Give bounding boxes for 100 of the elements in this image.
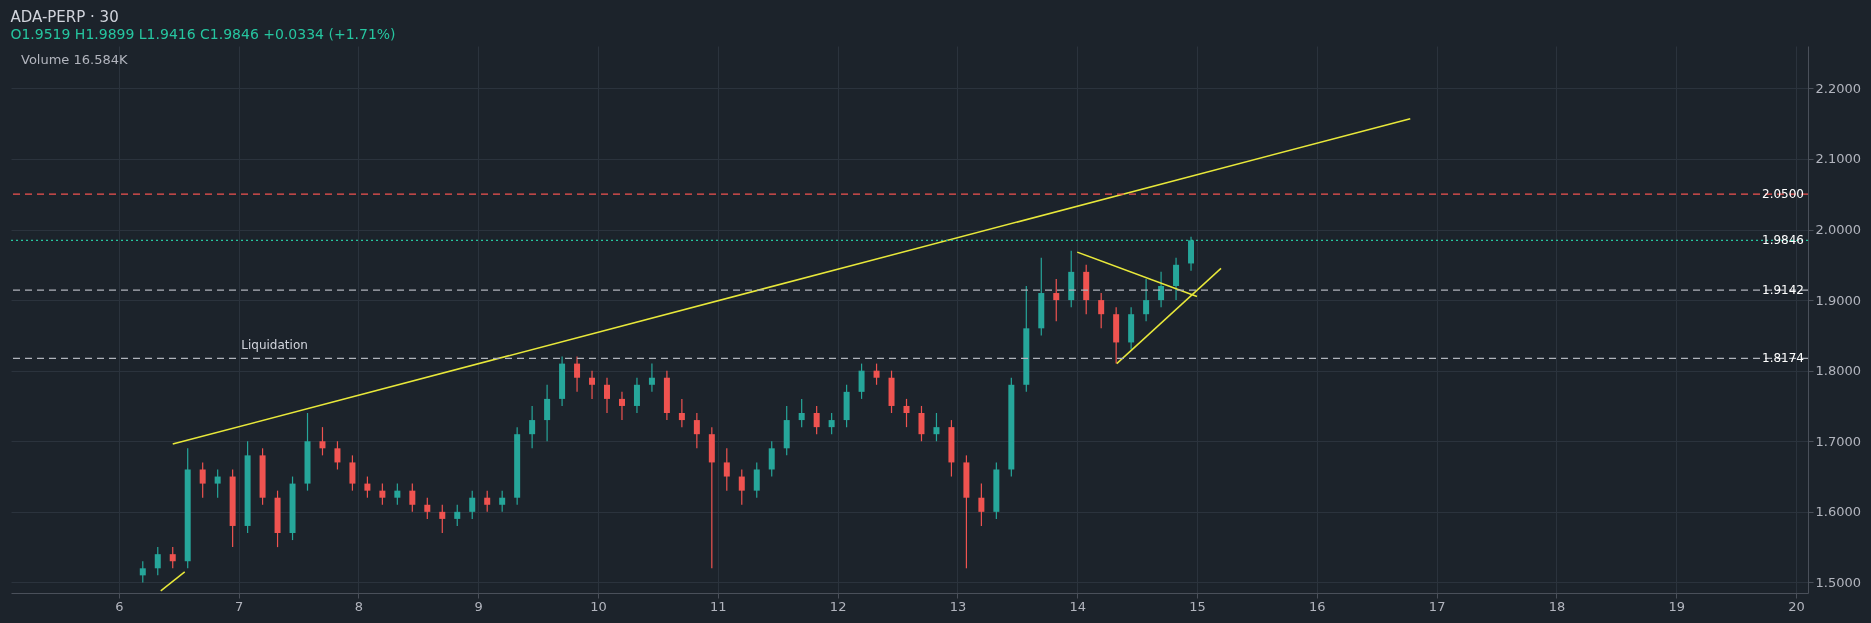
- candlestick: [618, 391, 625, 421]
- chart-title: ADA-PERP · 30: [10, 8, 119, 26]
- candlestick: [169, 546, 176, 569]
- y-tick-label: 1.5000: [1815, 574, 1861, 590]
- candlestick: [469, 490, 476, 520]
- candlestick: [1083, 264, 1090, 315]
- annotation: Liquidation: [241, 338, 308, 353]
- candlestick: [873, 363, 880, 386]
- x-tick-label: 11: [710, 598, 727, 614]
- candlestick: [364, 475, 371, 499]
- candlestick: [1008, 377, 1015, 478]
- candlestick: [1023, 285, 1030, 393]
- x-tick-label: 10: [590, 598, 607, 614]
- candlestick: [589, 370, 596, 400]
- candlestick: [304, 412, 311, 492]
- candlestick: [514, 426, 521, 506]
- candlestick: [783, 405, 790, 456]
- candlestick: [978, 483, 985, 527]
- candlestick: [559, 355, 566, 407]
- x-tick-label: 14: [1069, 598, 1086, 614]
- candlestick: [484, 490, 491, 513]
- x-tick-label: 20: [1788, 598, 1805, 614]
- y-tick-label: 2.2000: [1815, 80, 1861, 96]
- candlestick: [1113, 306, 1120, 365]
- candlestick: [199, 461, 206, 499]
- x-tick-label: 17: [1428, 598, 1446, 614]
- candlestick: [813, 405, 820, 435]
- x-tick-label: 6: [115, 598, 124, 614]
- x-tick-label: 7: [234, 598, 244, 614]
- candlestick: [289, 475, 296, 541]
- candlestick: [409, 483, 416, 513]
- candlestick: [918, 405, 925, 442]
- candlestick: [454, 504, 461, 527]
- candlestick: [753, 461, 760, 499]
- x-tick-label: 12: [829, 598, 847, 614]
- y-tick-label: 2.0000: [1815, 222, 1861, 238]
- candlestick: [678, 398, 685, 428]
- candlestick: [648, 363, 655, 393]
- candlestick: [319, 426, 326, 456]
- candlestick: [843, 384, 850, 428]
- candlestick: [1068, 250, 1075, 308]
- candlestick: [768, 440, 775, 478]
- candlestick: [1038, 257, 1045, 336]
- candlestick: [544, 384, 551, 442]
- candlestick: [1173, 257, 1180, 301]
- x-tick-label: 18: [1548, 598, 1566, 614]
- candlestick: [903, 398, 910, 428]
- candlestick: [633, 377, 640, 414]
- ref-line-label: 1.9846: [1762, 233, 1804, 248]
- y-tick-label: 1.9000: [1815, 292, 1861, 308]
- chart-subtitle: O1.9519 H1.9899 L1.9416 C1.9846 +0.0334 (+1.71%): [10, 26, 396, 42]
- candlestick: [1158, 271, 1165, 308]
- candlestick: [424, 497, 431, 520]
- y-tick-label: 1.6000: [1815, 504, 1861, 520]
- candlestick: [798, 398, 805, 428]
- candlestick: [439, 504, 446, 534]
- candlestick: [349, 454, 356, 492]
- candlestick: [1143, 278, 1150, 322]
- candlestick: [963, 454, 970, 569]
- candlestick: [888, 370, 895, 414]
- y-tick-label: 1.8000: [1815, 363, 1861, 379]
- ref-line-label: 2.0500: [1762, 187, 1804, 202]
- x-tick-label: 9: [474, 598, 483, 614]
- candlestick: [529, 405, 536, 449]
- ref-line-label: 1.9142: [1762, 283, 1804, 298]
- candlestick: [723, 447, 730, 492]
- candlestick: [858, 363, 865, 400]
- candlestick: [738, 468, 745, 506]
- candlestick: [334, 440, 341, 471]
- candlestick: [274, 490, 281, 548]
- candlestick: [394, 483, 401, 506]
- candlestick: [663, 370, 670, 421]
- ref-line-label: 1.8174: [1762, 351, 1804, 366]
- candlestick: [379, 483, 386, 506]
- candlestick: [154, 546, 161, 576]
- candlestick: [1098, 292, 1105, 329]
- x-tick-label: 15: [1189, 598, 1206, 614]
- candlestick: [229, 468, 236, 548]
- y-tick-label: 1.7000: [1815, 433, 1861, 449]
- x-tick-label: 19: [1668, 598, 1685, 614]
- candlestick: [184, 447, 191, 569]
- candlestick: [1128, 306, 1135, 351]
- candlestick: [708, 426, 715, 569]
- candlestick: [499, 490, 506, 513]
- candlestick: [244, 440, 251, 534]
- candlestick: [1188, 236, 1195, 272]
- candlestick: [933, 412, 940, 442]
- candlestick: [214, 468, 221, 499]
- x-tick-label: 8: [354, 598, 364, 614]
- candlestick: [1053, 278, 1060, 322]
- candlestick: [693, 412, 700, 449]
- y-tick-label: 2.1000: [1815, 151, 1861, 167]
- candlestick: [139, 560, 146, 584]
- candlestick: [574, 355, 581, 393]
- x-tick-label: 13: [949, 598, 967, 614]
- candlestick: [948, 419, 955, 478]
- candlestick: [259, 447, 266, 506]
- candlestick: [993, 461, 1000, 520]
- annotation: Volume 16.584K: [21, 52, 128, 67]
- x-tick-label: 16: [1309, 598, 1326, 614]
